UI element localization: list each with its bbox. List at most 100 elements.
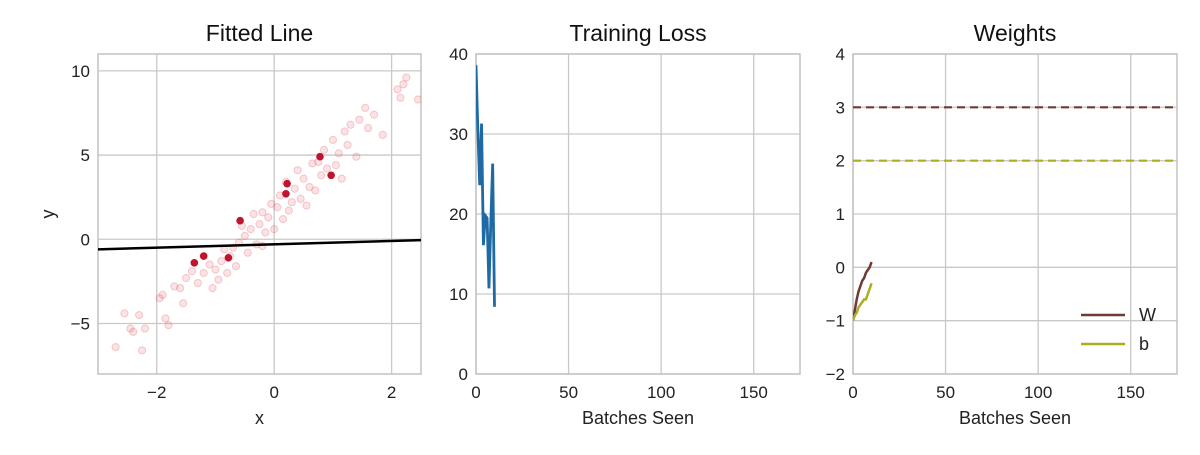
data-point: [402, 73, 411, 82]
data-point: [396, 93, 405, 102]
plot-area: [853, 106, 1177, 322]
data-point: [217, 257, 226, 266]
data-point: [176, 284, 185, 293]
y-tick-label: −1: [826, 312, 845, 331]
data-point: [155, 294, 164, 303]
y-tick-label: 2: [836, 152, 845, 171]
data-point: [270, 225, 279, 234]
series-line-W: [853, 261, 873, 321]
data-point: [293, 166, 302, 175]
series-line-b: [853, 282, 873, 322]
data-point: [223, 268, 232, 278]
data-point: [140, 324, 150, 333]
plot-area: [476, 65, 496, 307]
data-point: [211, 265, 220, 274]
y-axis-label: y: [38, 210, 58, 219]
batch-point: [190, 259, 199, 267]
y-tick-label: 30: [449, 125, 468, 144]
panel-1: 0 50 100 150 0 10 20 30 40 Training Loss Batches S…: [449, 20, 801, 428]
data-point: [164, 321, 173, 330]
data-point: [278, 214, 288, 224]
data-point: [258, 208, 267, 217]
data-point: [378, 130, 387, 139]
y-tick-label: 4: [836, 45, 845, 64]
fitted-line: [98, 238, 421, 251]
y-tick-label: 3: [836, 98, 845, 117]
batch-point: [316, 152, 324, 161]
x-tick-label: 0: [269, 383, 278, 402]
data-point: [170, 282, 179, 291]
data-point: [413, 95, 421, 104]
data-point: [296, 194, 305, 203]
batch-point: [224, 253, 233, 262]
axes-frame: [475, 53, 801, 375]
chart-title: Weights: [974, 20, 1057, 46]
plot-area: [98, 73, 421, 355]
x-tick-label: 150: [740, 383, 768, 402]
batch-point: [282, 189, 290, 198]
x-tick-label: 150: [1117, 383, 1145, 402]
data-point: [393, 85, 402, 94]
y-tick-label: 10: [449, 285, 468, 304]
data-point: [399, 80, 408, 89]
data-point: [199, 268, 208, 278]
x-tick-label: 50: [936, 383, 955, 402]
data-point: [290, 184, 299, 193]
data-point: [158, 290, 167, 299]
data-point: [231, 262, 241, 271]
x-tick-label: −2: [147, 383, 166, 402]
x-tick-label: 2: [387, 383, 396, 402]
y-tick-label: 1: [836, 205, 845, 224]
data-point: [264, 213, 273, 222]
data-point: [331, 161, 340, 170]
batch-point: [236, 216, 244, 225]
data-point: [161, 314, 170, 323]
data-point: [364, 124, 373, 133]
data-point: [287, 198, 296, 207]
y-tick-label: 10: [71, 62, 90, 81]
data-point: [355, 115, 364, 124]
data-point: [179, 299, 188, 308]
data-point: [249, 209, 258, 219]
x-tick-label: 0: [471, 383, 480, 402]
data-point: [126, 324, 135, 333]
data-point: [261, 228, 270, 237]
y-tick-label: −5: [71, 314, 90, 333]
data-point: [137, 346, 147, 355]
y-tick-label: 0: [81, 230, 90, 249]
batch-point: [327, 171, 335, 180]
data-point: [129, 327, 138, 336]
data-point: [346, 120, 355, 129]
data-point: [267, 199, 276, 208]
data-point: [311, 186, 320, 195]
loss-line: [476, 65, 496, 307]
data-point: [181, 273, 191, 283]
panel-0: −2 0 2 −5 0 5 10 Fitted Line x y: [38, 20, 422, 428]
batch-point: [199, 252, 208, 260]
data-point: [343, 140, 352, 150]
x-tick-label: 0: [848, 383, 857, 402]
data-point: [308, 159, 317, 168]
data-point: [208, 284, 217, 293]
data-point: [369, 110, 379, 119]
legend: Wb: [1081, 305, 1156, 354]
x-axis-label: Batches Seen: [959, 408, 1071, 428]
x-tick-label: 100: [647, 383, 675, 402]
chart-title: Fitted Line: [206, 20, 313, 46]
data-point: [214, 275, 223, 284]
data-point: [187, 267, 197, 276]
x-tick-label: 100: [1024, 383, 1052, 402]
y-tick-label: 0: [836, 258, 845, 277]
data-point: [193, 278, 202, 288]
x-tick-label: 50: [559, 383, 578, 402]
y-tick-label: −2: [826, 365, 845, 384]
x-axis-label: Batches Seen: [582, 408, 694, 428]
legend-label: W: [1139, 305, 1156, 325]
data-point: [284, 206, 293, 215]
chart-title: Training Loss: [569, 20, 706, 46]
data-point: [322, 164, 332, 173]
data-point: [302, 201, 311, 210]
x-axis-label: x: [255, 408, 264, 428]
data-point: [334, 149, 343, 158]
data-point: [352, 152, 361, 161]
